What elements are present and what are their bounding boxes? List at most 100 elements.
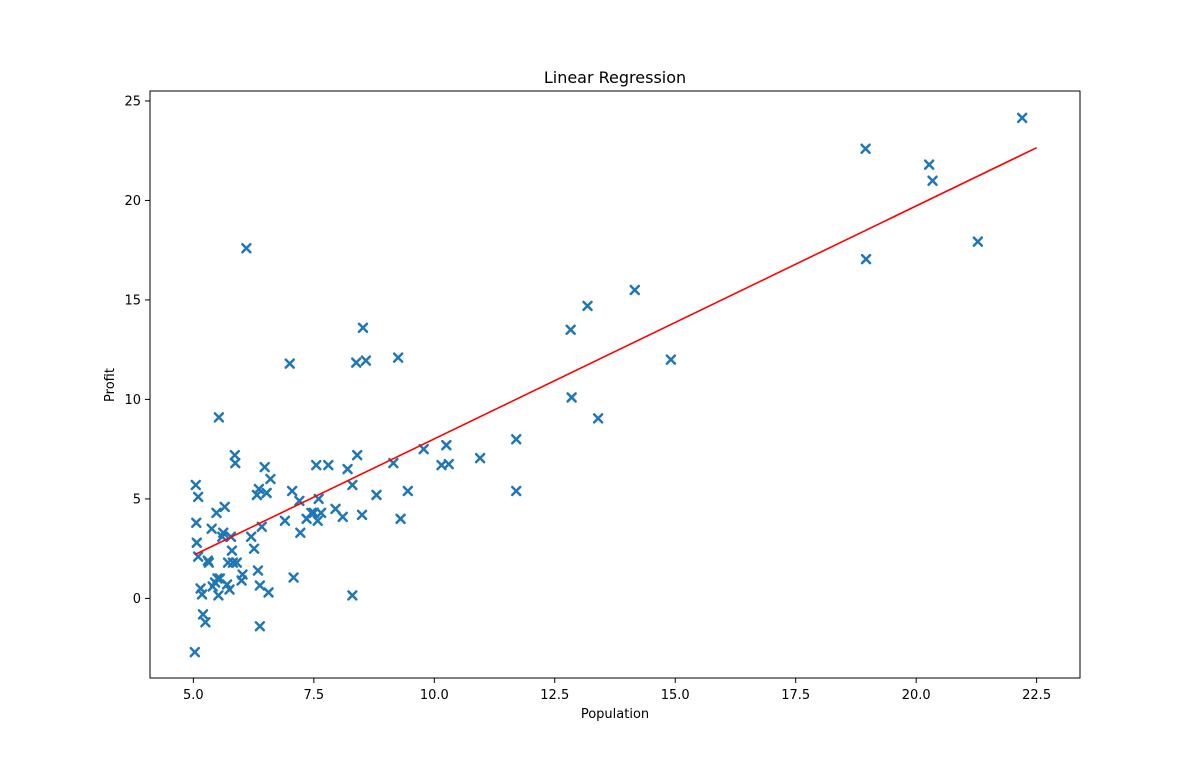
regression-line-layer — [194, 146, 1037, 556]
x-tick-label: 5.0 — [183, 688, 204, 703]
data-point — [337, 511, 348, 523]
y-axis-ticks: 0 5 10 15 20 25 — [124, 94, 150, 607]
data-point — [351, 449, 363, 461]
data-point — [212, 573, 223, 584]
data-point — [261, 487, 272, 499]
data-point — [229, 449, 241, 461]
y-tick-label: 5 — [133, 492, 141, 507]
data-point — [582, 300, 593, 312]
data-point — [263, 587, 274, 598]
data-point — [323, 459, 334, 471]
y-axis-label: Profit — [103, 368, 118, 402]
data-point — [221, 579, 233, 590]
data-point — [226, 545, 238, 556]
y-tick-label: 20 — [124, 194, 141, 209]
y-tick-label: 15 — [124, 293, 141, 308]
data-point — [443, 458, 455, 470]
data-point — [927, 175, 938, 186]
data-point — [860, 143, 871, 154]
data-point — [254, 580, 266, 591]
x-tick-label: 22.5 — [1022, 688, 1051, 703]
data-point — [565, 324, 576, 336]
data-point — [315, 507, 327, 519]
x-tick-label: 12.5 — [540, 688, 569, 703]
data-point — [566, 392, 577, 403]
data-point — [219, 501, 230, 513]
y-tick-label: 10 — [124, 393, 141, 408]
data-point — [330, 503, 341, 515]
data-point — [1016, 112, 1028, 124]
chart-title: Linear Regression — [544, 68, 686, 87]
data-point — [308, 507, 320, 519]
data-point — [191, 517, 202, 529]
data-point — [254, 621, 266, 632]
x-tick-label: 7.5 — [303, 688, 324, 703]
x-tick-label: 17.5 — [781, 688, 810, 703]
data-point — [371, 489, 382, 501]
data-point — [665, 354, 677, 365]
y-tick-label: 25 — [124, 94, 141, 109]
data-point — [230, 457, 241, 469]
data-point — [197, 609, 209, 620]
data-point — [418, 443, 429, 455]
data-point — [350, 357, 362, 368]
data-point — [357, 322, 369, 334]
axes-frame — [149, 90, 1081, 679]
data-point — [211, 507, 222, 519]
data-point — [356, 509, 368, 521]
data-point — [629, 284, 641, 296]
data-point — [213, 412, 225, 423]
data-point — [312, 515, 323, 527]
data-point — [592, 413, 604, 424]
data-point — [295, 527, 306, 538]
x-tick-label: 10.0 — [420, 688, 449, 703]
data-point — [286, 485, 298, 497]
data-point — [510, 433, 522, 445]
data-point — [441, 439, 452, 451]
data-point — [248, 543, 260, 554]
data-point — [213, 590, 224, 601]
data-point — [253, 483, 265, 495]
x-tick-label: 15.0 — [661, 688, 690, 703]
data-point — [237, 569, 248, 580]
data-point — [395, 513, 406, 525]
data-point — [217, 527, 229, 538]
data-point — [860, 253, 872, 265]
data-point — [342, 463, 353, 475]
data-point — [923, 159, 935, 170]
data-point — [203, 557, 215, 568]
x-axis-ticks: 5.0 7.5 10.0 12.5 15.0 17.5 20.0 22.5 — [183, 678, 1051, 703]
data-point — [245, 531, 257, 542]
data-point — [347, 590, 358, 601]
x-tick-label: 20.0 — [902, 688, 931, 703]
data-point — [279, 515, 291, 527]
data-point — [192, 491, 204, 503]
data-point — [259, 461, 270, 473]
data-point — [402, 485, 414, 497]
x-axis-label: Population — [581, 707, 649, 722]
regression-line — [194, 146, 1037, 556]
data-point — [972, 236, 984, 247]
data-point — [347, 479, 358, 491]
data-point — [265, 473, 276, 485]
y-tick-label: 0 — [133, 592, 141, 607]
data-point — [474, 452, 486, 464]
data-point — [190, 479, 202, 491]
data-point — [224, 584, 235, 595]
data-point — [284, 358, 295, 369]
data-point — [510, 485, 522, 497]
data-point — [252, 565, 264, 576]
data-point — [200, 617, 211, 628]
data-point — [288, 572, 299, 583]
data-point — [310, 459, 322, 471]
data-point — [306, 507, 317, 519]
data-point — [189, 646, 201, 658]
data-point — [231, 557, 242, 568]
data-point — [360, 355, 372, 366]
data-point — [241, 242, 252, 254]
data-point — [191, 537, 202, 548]
data-point — [206, 523, 217, 535]
plot-area — [150, 91, 1080, 678]
